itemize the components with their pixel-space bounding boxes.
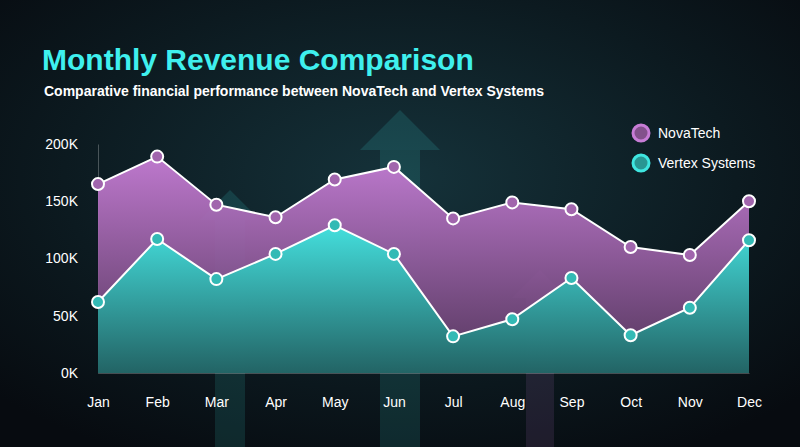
marker xyxy=(210,199,222,211)
marker xyxy=(743,195,755,207)
legend-marker xyxy=(633,125,649,141)
marker xyxy=(210,273,222,285)
area xyxy=(98,225,749,373)
line xyxy=(98,225,749,336)
marker xyxy=(329,219,341,231)
background xyxy=(0,0,800,447)
x-tick: Oct xyxy=(620,373,642,410)
legend-marker xyxy=(633,155,649,171)
y-tick: 150K xyxy=(45,193,98,209)
x-axis: Jan Feb Mar Apr May Jun Jul Aug Sep Oct Nov Dec xyxy=(87,373,762,410)
area xyxy=(98,157,749,373)
decor-head xyxy=(360,110,440,150)
x-tick-label: Mar xyxy=(205,394,229,410)
x-tick-label: Nov xyxy=(678,394,703,410)
x-tick: Sep xyxy=(559,373,584,410)
legend-label: Vertex Systems xyxy=(658,155,755,171)
marker xyxy=(743,234,755,246)
chart: Monthly Revenue Comparison Comparative fi… xyxy=(0,0,800,447)
marker xyxy=(270,211,282,223)
y-tick-label: 0K xyxy=(61,365,79,381)
line xyxy=(98,157,749,255)
y-tick: 50K xyxy=(53,308,98,324)
marker xyxy=(625,241,637,253)
y-tick: 0K xyxy=(61,365,98,381)
y-tick-label: 150K xyxy=(45,193,78,209)
marker xyxy=(151,151,163,163)
x-tick-label: Jun xyxy=(383,394,406,410)
x-axis-line xyxy=(99,373,750,374)
x-tick: Mar xyxy=(205,373,229,410)
x-tick: Aug xyxy=(500,373,525,410)
marker xyxy=(447,212,459,224)
marker xyxy=(447,330,459,342)
x-tick-label: Feb xyxy=(146,394,170,410)
y-axis: 0K 50K 100K 150K 200K xyxy=(45,136,98,381)
marker xyxy=(506,313,518,325)
marker xyxy=(565,272,577,284)
x-tick-label: Sep xyxy=(559,394,584,410)
x-tick: Dec xyxy=(737,373,762,410)
legend: NovaTech Vertex Systems xyxy=(633,125,755,171)
x-tick-label: Oct xyxy=(620,394,642,410)
marker xyxy=(270,248,282,260)
x-tick: Nov xyxy=(678,373,703,410)
marker xyxy=(625,329,637,341)
y-tick-label: 100K xyxy=(45,250,78,266)
marker xyxy=(329,173,341,185)
y-tick: 200K xyxy=(45,136,98,152)
x-tick: Apr xyxy=(265,373,287,410)
y-tick-label: 50K xyxy=(53,308,79,324)
marker xyxy=(684,302,696,314)
x-tick: Feb xyxy=(146,373,170,410)
x-tick: May xyxy=(322,373,348,410)
x-tick-label: Dec xyxy=(737,394,762,410)
x-tick-label: Jan xyxy=(87,394,110,410)
x-tick-label: Aug xyxy=(500,394,525,410)
x-tick-label: Apr xyxy=(265,394,287,410)
marker xyxy=(388,161,400,173)
title: Monthly Revenue Comparison xyxy=(42,43,474,76)
marker xyxy=(92,178,104,190)
marker xyxy=(565,203,577,215)
y-tick: 100K xyxy=(45,250,98,266)
marker xyxy=(151,233,163,245)
y-tick-label: 200K xyxy=(45,136,78,152)
x-tick-label: Jul xyxy=(445,394,463,410)
x-tick: Jan xyxy=(87,373,110,410)
marker xyxy=(92,296,104,308)
x-tick: Jul xyxy=(445,373,463,410)
plot-area xyxy=(92,151,755,373)
marker xyxy=(388,248,400,260)
marker xyxy=(506,196,518,208)
legend-label: NovaTech xyxy=(658,125,720,141)
x-tick: Jun xyxy=(383,373,406,410)
marker xyxy=(684,249,696,261)
subtitle: Comparative financial performance betwee… xyxy=(44,83,544,99)
x-tick-label: May xyxy=(322,394,348,410)
